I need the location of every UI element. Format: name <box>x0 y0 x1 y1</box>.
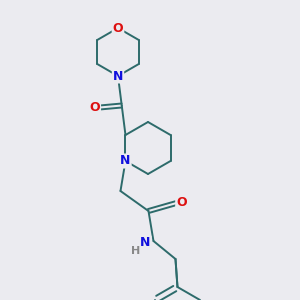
Text: N: N <box>113 70 123 83</box>
Text: O: O <box>176 196 187 209</box>
Text: N: N <box>120 154 131 167</box>
Text: O: O <box>89 101 100 114</box>
Text: N: N <box>140 236 151 250</box>
Text: O: O <box>113 22 123 34</box>
Text: H: H <box>131 246 140 256</box>
